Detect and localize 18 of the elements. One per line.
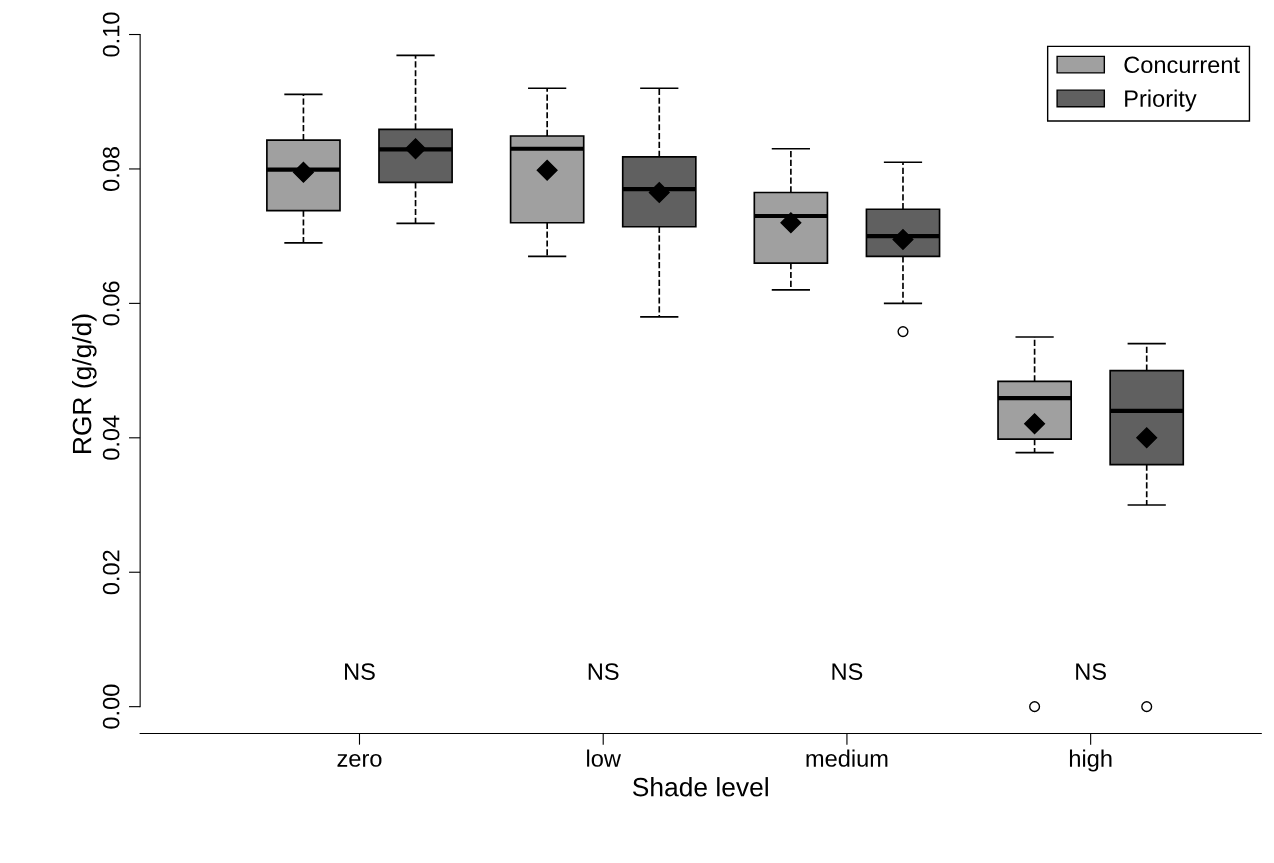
y-tick-label: 0.04 (102, 415, 120, 460)
y-axis-title: RGR (g/g/d) (72, 314, 97, 453)
x-tick-label: medium (806, 749, 888, 767)
y-tick-label: 0.06 (102, 281, 120, 326)
x-tick-label: high (1069, 749, 1112, 772)
x-axis-title: Shade level (632, 777, 768, 797)
legend-label: Concurrent (1124, 56, 1240, 74)
y-tick-label: 0.10 (102, 12, 120, 57)
y-tick-label: 0.08 (102, 147, 120, 191)
annotation: NS (832, 663, 863, 680)
legend-label: Priority (1125, 89, 1197, 112)
y-tick-label: 0.00 (102, 684, 120, 729)
x-tick-label: zero (337, 753, 382, 767)
annotation: NS (1076, 663, 1106, 680)
x-tick-label: low (587, 749, 621, 767)
annotation: NS (588, 663, 619, 680)
y-tick-label: 0.02 (102, 550, 120, 595)
annotation: NS (345, 663, 375, 680)
